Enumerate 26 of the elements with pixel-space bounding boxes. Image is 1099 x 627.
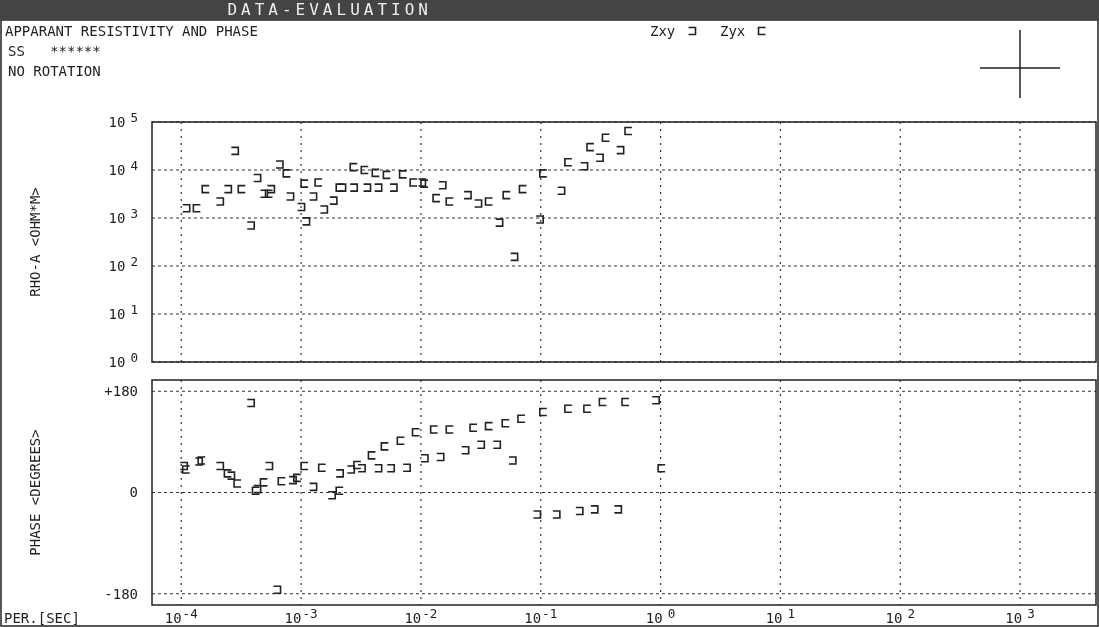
text: SS ****** xyxy=(8,43,101,59)
y-axis-title: PHASE <DEGREES> xyxy=(27,429,43,556)
y-tick-label: 0 xyxy=(129,484,138,501)
y-tick-label: 10$^{2}$ xyxy=(108,253,138,274)
x-tick-label: 10$^{-4}$ xyxy=(164,606,198,626)
x-axis-title: PER.[SEC] xyxy=(4,610,80,626)
text: NO ROTATION xyxy=(8,63,101,79)
x-tick-label: 10$^{2}$ xyxy=(885,606,915,626)
y-axis-title: RHO-A <OHM*M> xyxy=(27,187,43,297)
chart-title: DATA-EVALUATION xyxy=(227,0,432,19)
y-tick-label: -180 xyxy=(104,585,138,602)
y-tick-label: 10$^{1}$ xyxy=(108,301,138,322)
legend-label: Zxy xyxy=(650,23,676,39)
y-tick-label: 10$^{4}$ xyxy=(108,157,138,178)
x-tick-label: 10$^{-1}$ xyxy=(524,606,558,626)
y-tick-label: 10$^{0}$ xyxy=(108,349,138,370)
chart-subtitle: APPARANT RESISTIVITY AND PHASE xyxy=(5,23,258,39)
x-tick-label: 10$^{-3}$ xyxy=(284,606,318,626)
x-tick-label: 10$^{3}$ xyxy=(1005,606,1035,626)
x-tick-label: 10$^{1}$ xyxy=(765,606,796,626)
x-tick-label: 10$^{-2}$ xyxy=(404,606,438,626)
y-tick-label: 10$^{5}$ xyxy=(108,109,138,130)
x-tick-label: 10$^{0}$ xyxy=(645,606,676,626)
y-tick-label: 10$^{3}$ xyxy=(108,205,138,226)
legend-label: Zyx xyxy=(720,23,746,39)
y-tick-label: +180 xyxy=(104,383,138,400)
